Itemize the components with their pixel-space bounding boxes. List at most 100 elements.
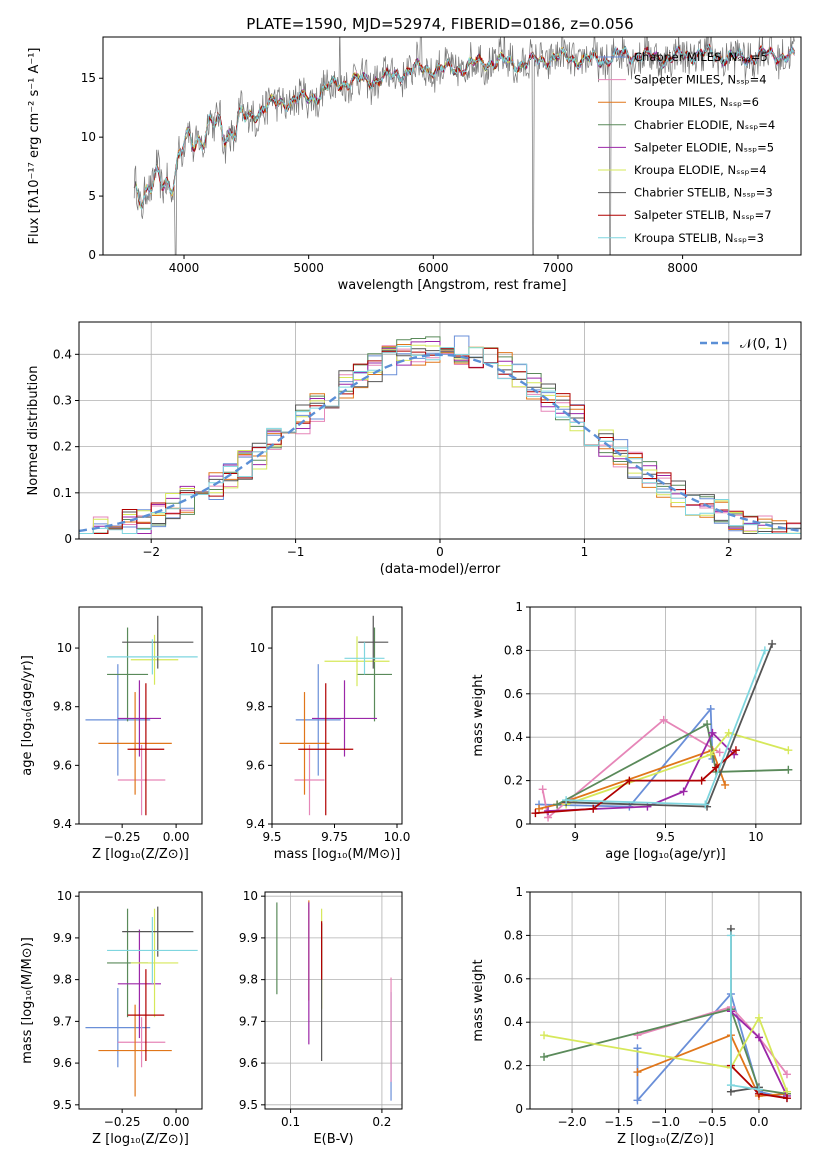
- x-axis-label: Z [log₁₀(Z/Z⊙)]: [92, 847, 189, 862]
- axes-frame: [102, 36, 802, 256]
- errorbar-point-4: [107, 627, 149, 722]
- y-tick-label: 9.9: [53, 931, 72, 945]
- y-tick-label: 0.8: [504, 928, 523, 942]
- x-tick-label: 2: [725, 545, 733, 559]
- axes-overlay: 4000 5000 6000 7000 8000 0 5 10 15 wavelength [An…: [27, 36, 802, 293]
- weight-marker: [731, 746, 740, 755]
- x-axis-label: age [log₁₀(age/yr)]: [605, 847, 726, 862]
- y-tick-label: 9.8: [246, 700, 265, 714]
- weight-marker: [726, 931, 735, 940]
- y-tick-label: 10: [81, 130, 96, 144]
- weight-marker: [633, 1068, 642, 1077]
- legend-label: Salpeter MILES, Nₛₛₚ=4: [634, 73, 767, 87]
- y-tick-label: 0: [64, 532, 72, 546]
- legend-label: Chabrier ELODIE, Nₛₛₚ=4: [634, 118, 775, 132]
- errorbar-point-8: [298, 683, 354, 816]
- model-spectrum-6: [133, 47, 602, 209]
- x-tick-label: −1: [287, 545, 305, 559]
- x-tick-label: −2.0: [557, 1115, 586, 1129]
- weight-series-8: [535, 749, 737, 814]
- y-tick-label: 0.8: [504, 643, 523, 657]
- errorbar-point-4: [357, 627, 392, 722]
- y-tick-label: 0.3: [53, 393, 72, 407]
- y-tick-label: 10: [57, 889, 72, 903]
- errorbar-point-3: [98, 692, 172, 795]
- weight-marker: [697, 776, 706, 785]
- axes-overlay: −2 −1 0 1 2 0 0.1 0.2 0.3 0.4 (data-model)/error No…: [26, 321, 802, 577]
- legend-label: Kroupa ELODIE, Nₛₛₚ=4: [634, 163, 767, 177]
- y-tick-label: 0.4: [504, 730, 523, 744]
- errorbar-point-7: [122, 906, 194, 957]
- y-tick-label: 0: [515, 1102, 523, 1116]
- errorbar-point-2: [117, 1017, 166, 1068]
- observed-spectrum: [133, 37, 795, 255]
- weight-marker: [659, 715, 668, 724]
- weight-marker: [553, 800, 562, 809]
- errorbar-point-9: [344, 642, 385, 675]
- axes-overlay: −2.0 −1.5 −1.0 −0.5 0.0 0 0.2 0.4 0.6 0.8 1 Z [log₁…: [471, 885, 802, 1147]
- errorbar-point-6: [130, 634, 179, 685]
- axes-frame: [78, 606, 203, 825]
- panel-age-weight: 9 9.5 10 0 0.2 0.4 0.6 0.8 1 age [log₁₀(age/yr)] m…: [471, 600, 802, 862]
- weight-series-6: [565, 731, 789, 806]
- weight-marker: [782, 1094, 791, 1103]
- panel-z-age: −0.25 0.00 9.4 9.6 9.8 10 Z [log₁₀(Z/Z⊙)] age […: [20, 606, 203, 862]
- y-tick-label: 9.6: [53, 1056, 72, 1070]
- weight-marker: [784, 746, 793, 755]
- weight-marker: [706, 750, 715, 759]
- y-tick-label: 0.6: [504, 687, 523, 701]
- errorbar-point-3: [98, 1004, 172, 1097]
- errorbar-point-5: [312, 680, 377, 757]
- x-tick-label: −1.5: [604, 1115, 633, 1129]
- x-tick-label: 0.2: [372, 1115, 391, 1129]
- x-axis-label: Z [log₁₀(Z/Z⊙)]: [617, 1132, 714, 1147]
- errorbar-point-2: [117, 744, 166, 816]
- errorbar-point-8: [127, 969, 165, 1062]
- x-tick-label: 9.75: [321, 830, 348, 844]
- errorbar-point-9: [107, 639, 198, 675]
- y-tick-label: 0.1: [53, 486, 72, 500]
- x-tick-label: 5000: [293, 261, 324, 275]
- weight-marker: [538, 785, 547, 794]
- x-axis-label: E(B-V): [313, 1132, 353, 1147]
- errorbar-point-1: [295, 664, 341, 776]
- legend: Chabrier MILES, Nₛₛₚ=5 Salpeter MILES, Nₛ…: [598, 50, 775, 245]
- x-tick-label: 0: [436, 545, 444, 559]
- errorbar-point-7: [358, 615, 389, 669]
- errorbar-point-1: [85, 987, 151, 1068]
- weight-series-4: [543, 1008, 788, 1095]
- weight-series-6: [543, 1015, 788, 1092]
- weight-marker: [726, 1081, 735, 1090]
- weight-marker: [544, 806, 553, 815]
- legend-label: Kroupa STELIB, Nₛₛₚ=3: [634, 231, 764, 245]
- x-tick-label: 7000: [543, 261, 574, 275]
- y-tick-label: 9.4: [53, 817, 72, 831]
- x-tick-label: 0.00: [163, 1115, 190, 1129]
- weight-marker: [540, 1052, 549, 1061]
- x-tick-label: 0.1: [281, 1115, 300, 1129]
- weight-marker: [724, 728, 733, 737]
- errorbar-point-3: [279, 692, 330, 795]
- y-axis-label: Flux [fλ10⁻¹⁷ erg cm⁻² s⁻¹ A⁻¹]: [27, 48, 42, 245]
- y-axis-label: Normed distribution: [26, 366, 41, 496]
- legend-label: Salpeter ELODIE, Nₛₛₚ=5: [634, 140, 774, 154]
- y-tick-label: 5: [88, 189, 96, 203]
- y-tick-label: 0: [88, 248, 96, 262]
- y-tick-label: 10: [57, 641, 72, 655]
- x-axis-label: (data-model)/error: [380, 562, 501, 577]
- x-tick-label: 10.0: [384, 830, 411, 844]
- y-axis-label: age [log₁₀(age/yr)]: [20, 655, 35, 776]
- y-axis-label: mass weight: [471, 959, 486, 1041]
- normal-reference-curve: [79, 353, 801, 533]
- errorbar-point-5: [117, 680, 161, 757]
- y-tick-label: 0.2: [504, 774, 523, 788]
- y-tick-label: 9.9: [239, 931, 258, 945]
- plot-area: [85, 906, 198, 1097]
- axes-frame: [271, 606, 403, 825]
- y-tick-label: 0.4: [504, 1015, 523, 1029]
- x-tick-label: 9.5: [262, 830, 281, 844]
- y-tick-label: 9.8: [239, 973, 258, 987]
- axes-overlay: 9.5 9.75 10.0 9.4 9.6 9.8 10 mass [log₁₀(M/M⊙)]: [246, 606, 411, 862]
- x-tick-label: −0.5: [698, 1115, 727, 1129]
